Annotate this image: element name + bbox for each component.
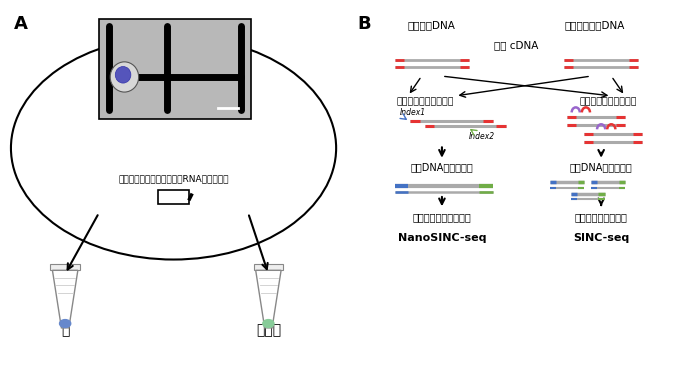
Bar (158, 190, 189, 204)
Polygon shape (256, 270, 281, 328)
Text: そのままアダプタ付与: そのままアダプタ付与 (396, 98, 454, 107)
Text: Index1: Index1 (400, 108, 426, 117)
Text: A: A (14, 15, 28, 33)
Ellipse shape (263, 319, 274, 328)
Text: 次世代シーケンサー: 次世代シーケンサー (575, 212, 628, 222)
Text: B: B (357, 15, 371, 33)
Text: 断片化＆アダプタ付与: 断片化＆アダプタ付与 (579, 98, 637, 107)
Text: 長鎖DNAライブラリ: 長鎖DNAライブラリ (411, 162, 473, 173)
Text: 短鎖DNAライブラリ: 短鎖DNAライブラリ (570, 162, 633, 173)
Polygon shape (50, 264, 80, 270)
Text: 全長 cDNA: 全長 cDNA (494, 40, 539, 50)
Polygon shape (254, 264, 283, 270)
Text: 細胞質: 細胞質 (256, 323, 281, 337)
Text: NanoSINC-seq: NanoSINC-seq (397, 233, 486, 243)
Text: 電気を利用して核と細胞質RNA分子を分画: 電気を利用して核と細胞質RNA分子を分画 (118, 174, 229, 183)
Circle shape (110, 62, 139, 92)
Polygon shape (52, 270, 78, 328)
Text: 核: 核 (61, 323, 69, 337)
Text: 核相補的DNA: 核相補的DNA (408, 20, 455, 30)
Text: Index2: Index2 (469, 132, 495, 141)
Ellipse shape (59, 319, 71, 328)
FancyBboxPatch shape (99, 18, 251, 119)
Text: 細胞質相補的DNA: 細胞質相補的DNA (564, 20, 624, 30)
Circle shape (115, 67, 131, 83)
Text: ナノポアシーケンサー: ナノポアシーケンサー (413, 212, 471, 222)
Text: SINC-seq: SINC-seq (573, 233, 629, 243)
